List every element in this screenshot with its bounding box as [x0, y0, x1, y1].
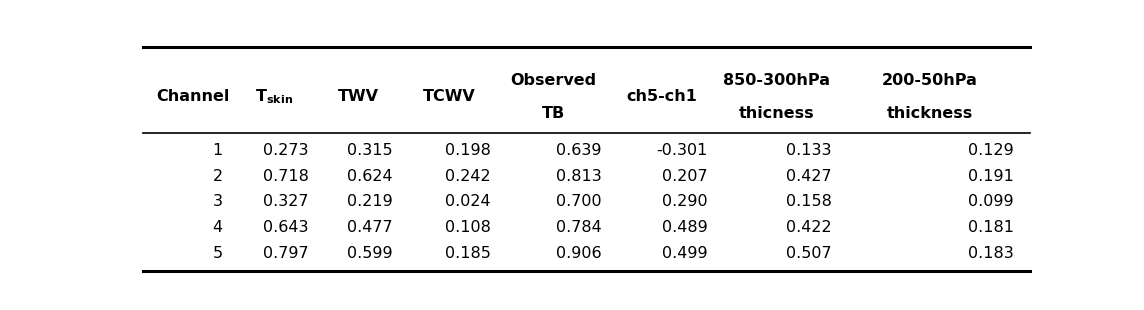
- Text: 2: 2: [213, 169, 223, 184]
- Text: TWV: TWV: [337, 89, 379, 104]
- Text: 0.507: 0.507: [786, 246, 832, 261]
- Text: -0.301: -0.301: [657, 143, 708, 158]
- Text: 0.191: 0.191: [968, 169, 1014, 184]
- Text: 0.242: 0.242: [445, 169, 491, 184]
- Text: 0.624: 0.624: [348, 169, 394, 184]
- Text: 0.024: 0.024: [445, 194, 491, 209]
- Text: 0.327: 0.327: [263, 194, 309, 209]
- Text: $\mathbf{T_{skin}}$: $\mathbf{T_{skin}}$: [255, 87, 293, 106]
- Text: 0.133: 0.133: [786, 143, 832, 158]
- Text: 0.185: 0.185: [445, 246, 491, 261]
- Text: 0.129: 0.129: [968, 143, 1014, 158]
- Text: 0.499: 0.499: [662, 246, 708, 261]
- Text: TB: TB: [541, 106, 565, 121]
- Text: 0.183: 0.183: [968, 246, 1014, 261]
- Text: 0.797: 0.797: [263, 246, 309, 261]
- Text: 0.813: 0.813: [556, 169, 602, 184]
- Text: thicness: thicness: [739, 106, 815, 121]
- Text: 1: 1: [213, 143, 223, 158]
- Text: TCWV: TCWV: [422, 89, 475, 104]
- Text: 0.422: 0.422: [786, 220, 832, 235]
- Text: 0.599: 0.599: [348, 246, 394, 261]
- Text: 4: 4: [213, 220, 223, 235]
- Text: Observed: Observed: [510, 73, 596, 88]
- Text: thickness: thickness: [887, 106, 974, 121]
- Text: 3: 3: [213, 194, 223, 209]
- Text: 0.273: 0.273: [263, 143, 309, 158]
- Text: 0.181: 0.181: [968, 220, 1014, 235]
- Text: 0.108: 0.108: [445, 220, 491, 235]
- Text: 0.198: 0.198: [445, 143, 491, 158]
- Text: Channel: Channel: [157, 89, 230, 104]
- Text: 0.700: 0.700: [556, 194, 602, 209]
- Text: 0.639: 0.639: [556, 143, 602, 158]
- Text: 0.643: 0.643: [263, 220, 309, 235]
- Text: 5: 5: [213, 246, 223, 261]
- Text: 0.219: 0.219: [348, 194, 394, 209]
- Text: 0.158: 0.158: [786, 194, 832, 209]
- Text: 0.427: 0.427: [786, 169, 832, 184]
- Text: 0.906: 0.906: [556, 246, 602, 261]
- Text: 0.290: 0.290: [662, 194, 708, 209]
- Text: 0.315: 0.315: [348, 143, 394, 158]
- Text: 0.784: 0.784: [556, 220, 602, 235]
- Text: 0.207: 0.207: [662, 169, 708, 184]
- Text: 200-50hPa: 200-50hPa: [882, 73, 978, 88]
- Text: 0.718: 0.718: [263, 169, 309, 184]
- Text: ch5-ch1: ch5-ch1: [626, 89, 697, 104]
- Text: 0.099: 0.099: [968, 194, 1014, 209]
- Text: 0.477: 0.477: [348, 220, 394, 235]
- Text: 0.489: 0.489: [662, 220, 708, 235]
- Text: 850-300hPa: 850-300hPa: [723, 73, 831, 88]
